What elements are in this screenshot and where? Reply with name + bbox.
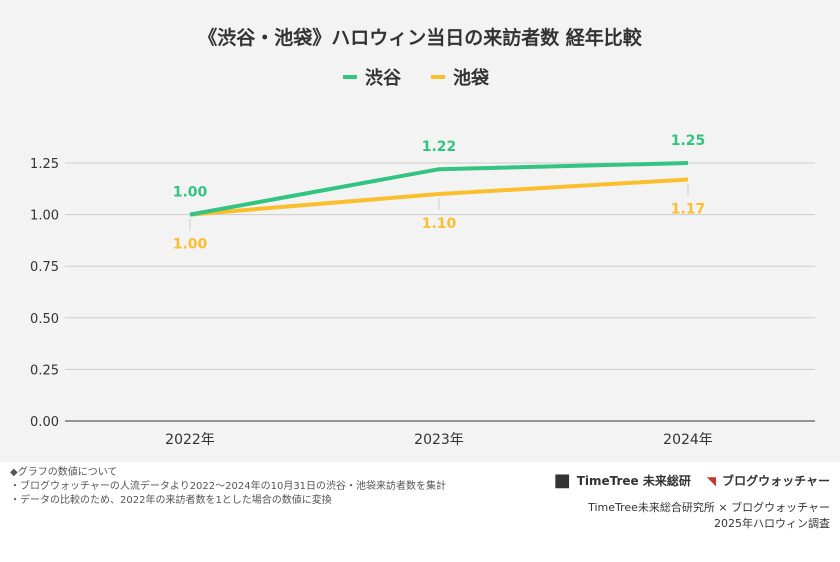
y-tick-label: 0.75: [30, 260, 59, 275]
data-label: 1.22: [422, 139, 457, 155]
legend-label: 池袋: [453, 67, 490, 89]
credit-line: TimeTree未来総合研究所 × ブログウォッチャー: [588, 501, 830, 514]
series-line-1: [189, 177, 689, 217]
y-tick-label: 1.00: [30, 209, 59, 224]
chart-title: 《渋谷・池袋》ハロウィン当日の来訪者数 経年比較: [198, 26, 643, 49]
x-tick-label: 2023年: [414, 432, 464, 448]
footnotes: ◆グラフの数値について ・ブログウォッチャーの人流データより2022〜2024年…: [10, 466, 446, 508]
y-tick-label: 0.50: [30, 312, 59, 327]
chart-background: [0, 0, 840, 462]
y-tick-label: 0.25: [30, 363, 59, 378]
blogwatcher-logo: ◥ ブログウォッチャー: [706, 473, 830, 489]
series-line-0: [189, 161, 689, 217]
y-tick-label: 0.00: [30, 415, 59, 430]
credit-line: 2025年ハロウィン調査: [714, 517, 830, 530]
x-tick-label: 2024年: [663, 432, 713, 448]
y-tick-label: 1.25: [30, 157, 59, 172]
note: ・ブログウォッチャーの人流データより2022〜2024年の10月31日の渋谷・池…: [10, 481, 447, 492]
line-chart: 《渋谷・池袋》ハロウィン当日の来訪者数 経年比較 渋谷 池袋 0.00 0.25 0.…: [30, 26, 815, 448]
credits: ■ TimeTree 未来総研 ◥ ブログウォッチャー TimeTree未来総合研究…: [554, 470, 830, 531]
note: ・データの比較のため、2022年の来訪者数を1とした場合の数値に変換: [10, 495, 332, 506]
data-label: 1.25: [671, 133, 706, 149]
data-label: 1.00: [173, 237, 208, 253]
data-label: 1.10: [422, 216, 457, 232]
legend-label: 渋谷: [365, 67, 402, 89]
x-tick-label: 2022年: [165, 432, 215, 448]
note: ◆グラフの数値について: [10, 467, 118, 478]
data-label: 1.00: [173, 185, 208, 201]
timetree-logo: ■ TimeTree 未来総研: [553, 470, 691, 491]
data-label: 1.17: [671, 202, 706, 218]
